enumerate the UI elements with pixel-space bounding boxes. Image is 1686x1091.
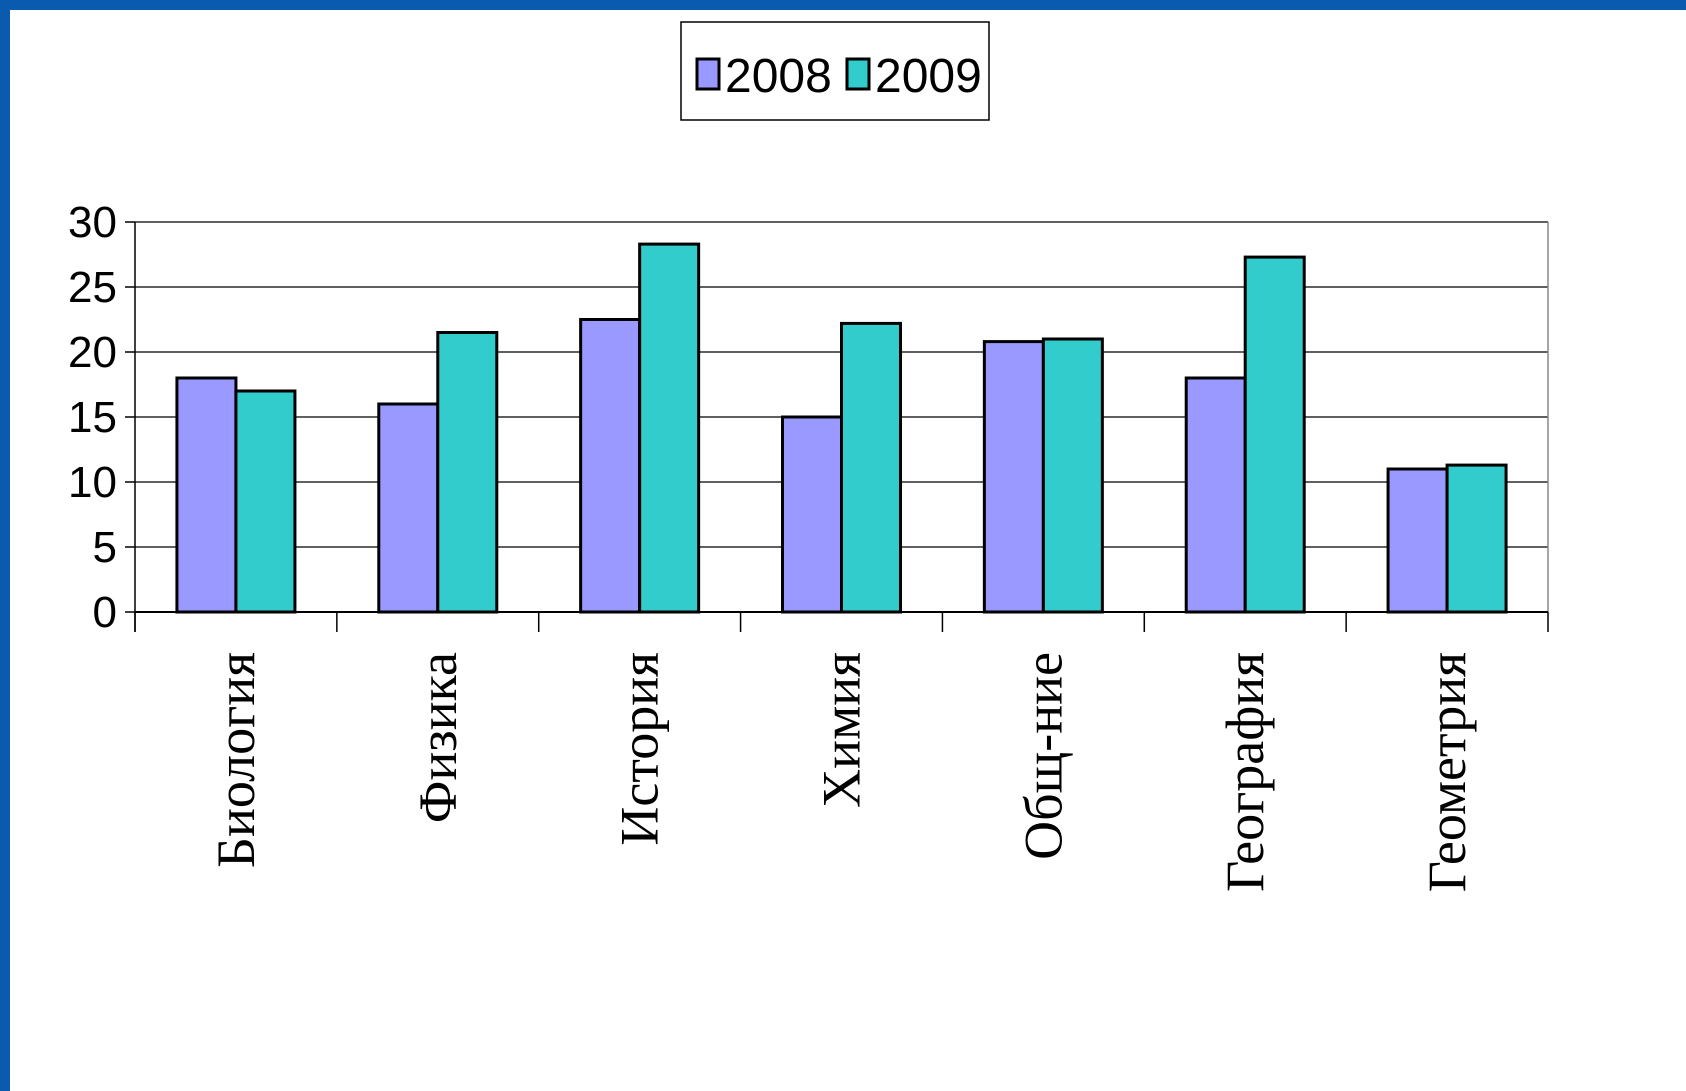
x-category-label: География [1215,652,1275,892]
legend-label-2008: 2008 [725,50,832,103]
legend-label-2009: 2009 [875,50,982,103]
y-axis-ticks: 0 5 10 15 20 25 30 [68,198,135,637]
bar-2009 [1041,337,1104,614]
legend-swatch-2008 [695,57,721,91]
bar-chart: 2008 2009 0 5 10 15 20 25 30 Биология Физика Исто… [68,21,1549,892]
bar-2009 [436,331,499,614]
x-category-label: Биология [206,652,266,868]
x-category-label: Физика [408,652,468,823]
bar-2008 [1386,467,1449,614]
bar-2009 [234,389,297,614]
x-category-label: Общ-ние [1013,652,1073,860]
x-axis-labels: Биология Физика История Химия Общ-ние Географ… [206,652,1477,892]
bar-2008 [579,318,642,614]
y-tick-label: 5 [93,523,117,572]
slide-canvas: 2008 2009 0 5 10 15 20 25 30 Биология Физика Исто… [10,10,1686,1091]
y-tick-label: 30 [68,198,117,247]
legend-box [680,21,990,121]
y-tick-label: 25 [68,263,117,312]
bar-2008 [781,415,843,614]
bar-2008 [982,340,1045,614]
x-category-label: История [610,652,670,846]
x-category-label: Химия [812,652,872,808]
bar-2008 [1184,376,1247,614]
legend-swatch-2009 [845,57,871,91]
gridlines [135,221,1548,548]
x-category-label: Геометрия [1417,652,1477,892]
y-tick-label: 20 [68,328,117,377]
bar-2008 [175,376,238,614]
bar-2009 [1445,463,1508,614]
y-tick-label: 0 [93,588,117,637]
bar-2008 [377,402,440,614]
y-tick-label: 15 [68,393,117,442]
bars [175,242,1508,614]
bar-2009 [1243,255,1306,614]
bar-2009 [638,242,701,614]
bar-2009 [840,321,902,614]
y-tick-label: 10 [68,458,117,507]
chart-legend: 2008 2009 [680,21,990,121]
axes [134,222,1549,632]
